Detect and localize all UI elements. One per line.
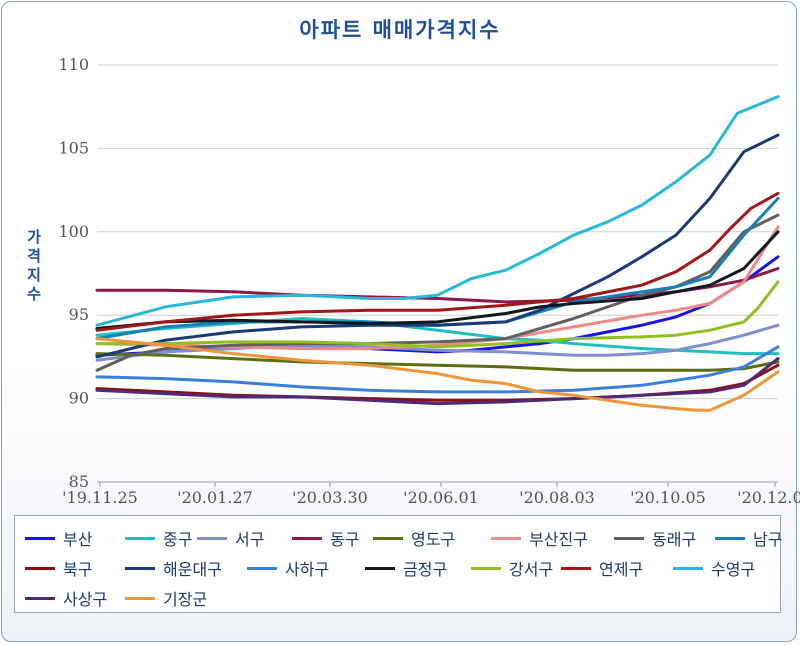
legend-swatch [715,536,745,540]
x-tick-label: '20.10.05 [630,488,706,507]
legend-swatch [673,566,703,570]
legend-label: 부산진구 [529,530,588,549]
legend-swatch [125,536,155,540]
y-axis-label-char: 격 [27,247,41,265]
legend-item: 사상구 [25,586,107,610]
y-tick-label: 95 [69,305,89,324]
legend-item: 중구 [125,526,192,550]
legend-label: 기장군 [163,590,208,609]
legend-swatch [491,536,521,540]
legend-label: 해운대구 [163,560,222,579]
legend-swatch [292,536,322,540]
legend-label: 서구 [235,530,265,549]
series-line-기장군 [95,337,780,412]
x-tick-label: '20.06.01 [403,488,479,507]
legend-item: 영도구 [373,526,455,550]
x-tick-label: '20.03.30 [292,488,368,507]
series-line-동구 [95,267,780,304]
legend-swatch [125,596,155,600]
legend-item: 사하구 [247,556,329,580]
legend-swatch [25,596,55,600]
legend-item: 부산진구 [491,526,588,550]
legend-label: 수영구 [711,560,756,579]
legend-label: 사상구 [63,590,108,609]
y-axis-label-char: 수 [27,285,41,303]
legend-label: 부산 [63,530,93,549]
y-tick-label: 100 [58,222,89,241]
legend-label: 금정구 [403,560,448,579]
legend-swatch [25,566,55,570]
legend-item: 수영구 [673,556,755,580]
legend-item: 금정구 [365,556,447,580]
legend-label: 영도구 [411,530,456,549]
legend-swatch [125,566,155,570]
legend-label: 북구 [63,560,93,579]
legend-swatch [561,566,591,570]
y-tick-label: 110 [58,55,89,74]
legend-swatch [247,566,277,570]
y-axis-label-char: 지 [27,266,41,284]
legend-item: 해운대구 [125,556,222,580]
series-line-영도구 [95,352,780,372]
legend-label: 동래구 [652,530,697,549]
legend-item: 강서구 [471,556,553,580]
y-tick-label: 85 [69,472,89,491]
legend-label: 사하구 [285,560,330,579]
legend-swatch [614,536,644,540]
plot-area: 85 90 95 100 105 110 '19.11.25 '20.01.27 '20.03.… [58,55,800,507]
legend-swatch [197,536,227,540]
y-tick-label: 105 [58,138,89,157]
legend-item: 북구 [25,556,92,580]
series-line-금정구 [95,230,780,330]
legend-swatch [471,566,501,570]
series-line-수영구 [95,95,780,327]
legend-item: 기장군 [125,586,207,610]
legend-item: 서구 [197,526,264,550]
legend-label: 연제구 [599,560,644,579]
legend-label: 남구 [753,530,783,549]
legend-label: 강서구 [509,560,554,579]
x-tick-label: '20.01.27 [177,488,253,507]
legend-item: 부산 [25,526,92,550]
legend-label: 중구 [163,530,193,549]
series-line-해운대구 [95,133,780,359]
x-tick-label: '20.08.03 [519,488,595,507]
y-tick-label: 90 [69,389,89,408]
series-line-사하구 [95,345,780,394]
series-line-연제구 [95,191,780,332]
legend-item: 남구 [715,526,782,550]
legend-swatch [373,536,403,540]
series-line-강서구 [95,280,780,349]
series-line-사상구 [95,357,780,406]
legend-swatch [25,536,55,540]
legend-item: 동구 [292,526,359,550]
chart-title: 아파트 매매가격지수 [299,18,501,42]
legend-label: 동구 [330,530,360,549]
series-line-북구 [95,363,780,402]
legend-swatch [365,566,395,570]
legend-item: 연제구 [561,556,643,580]
x-tick-label: '19.11.25 [62,488,138,507]
y-axis-label-char: 가 [27,228,41,246]
legend-item: 동래구 [614,526,696,550]
x-tick-label: '20.12.07 [737,488,800,507]
